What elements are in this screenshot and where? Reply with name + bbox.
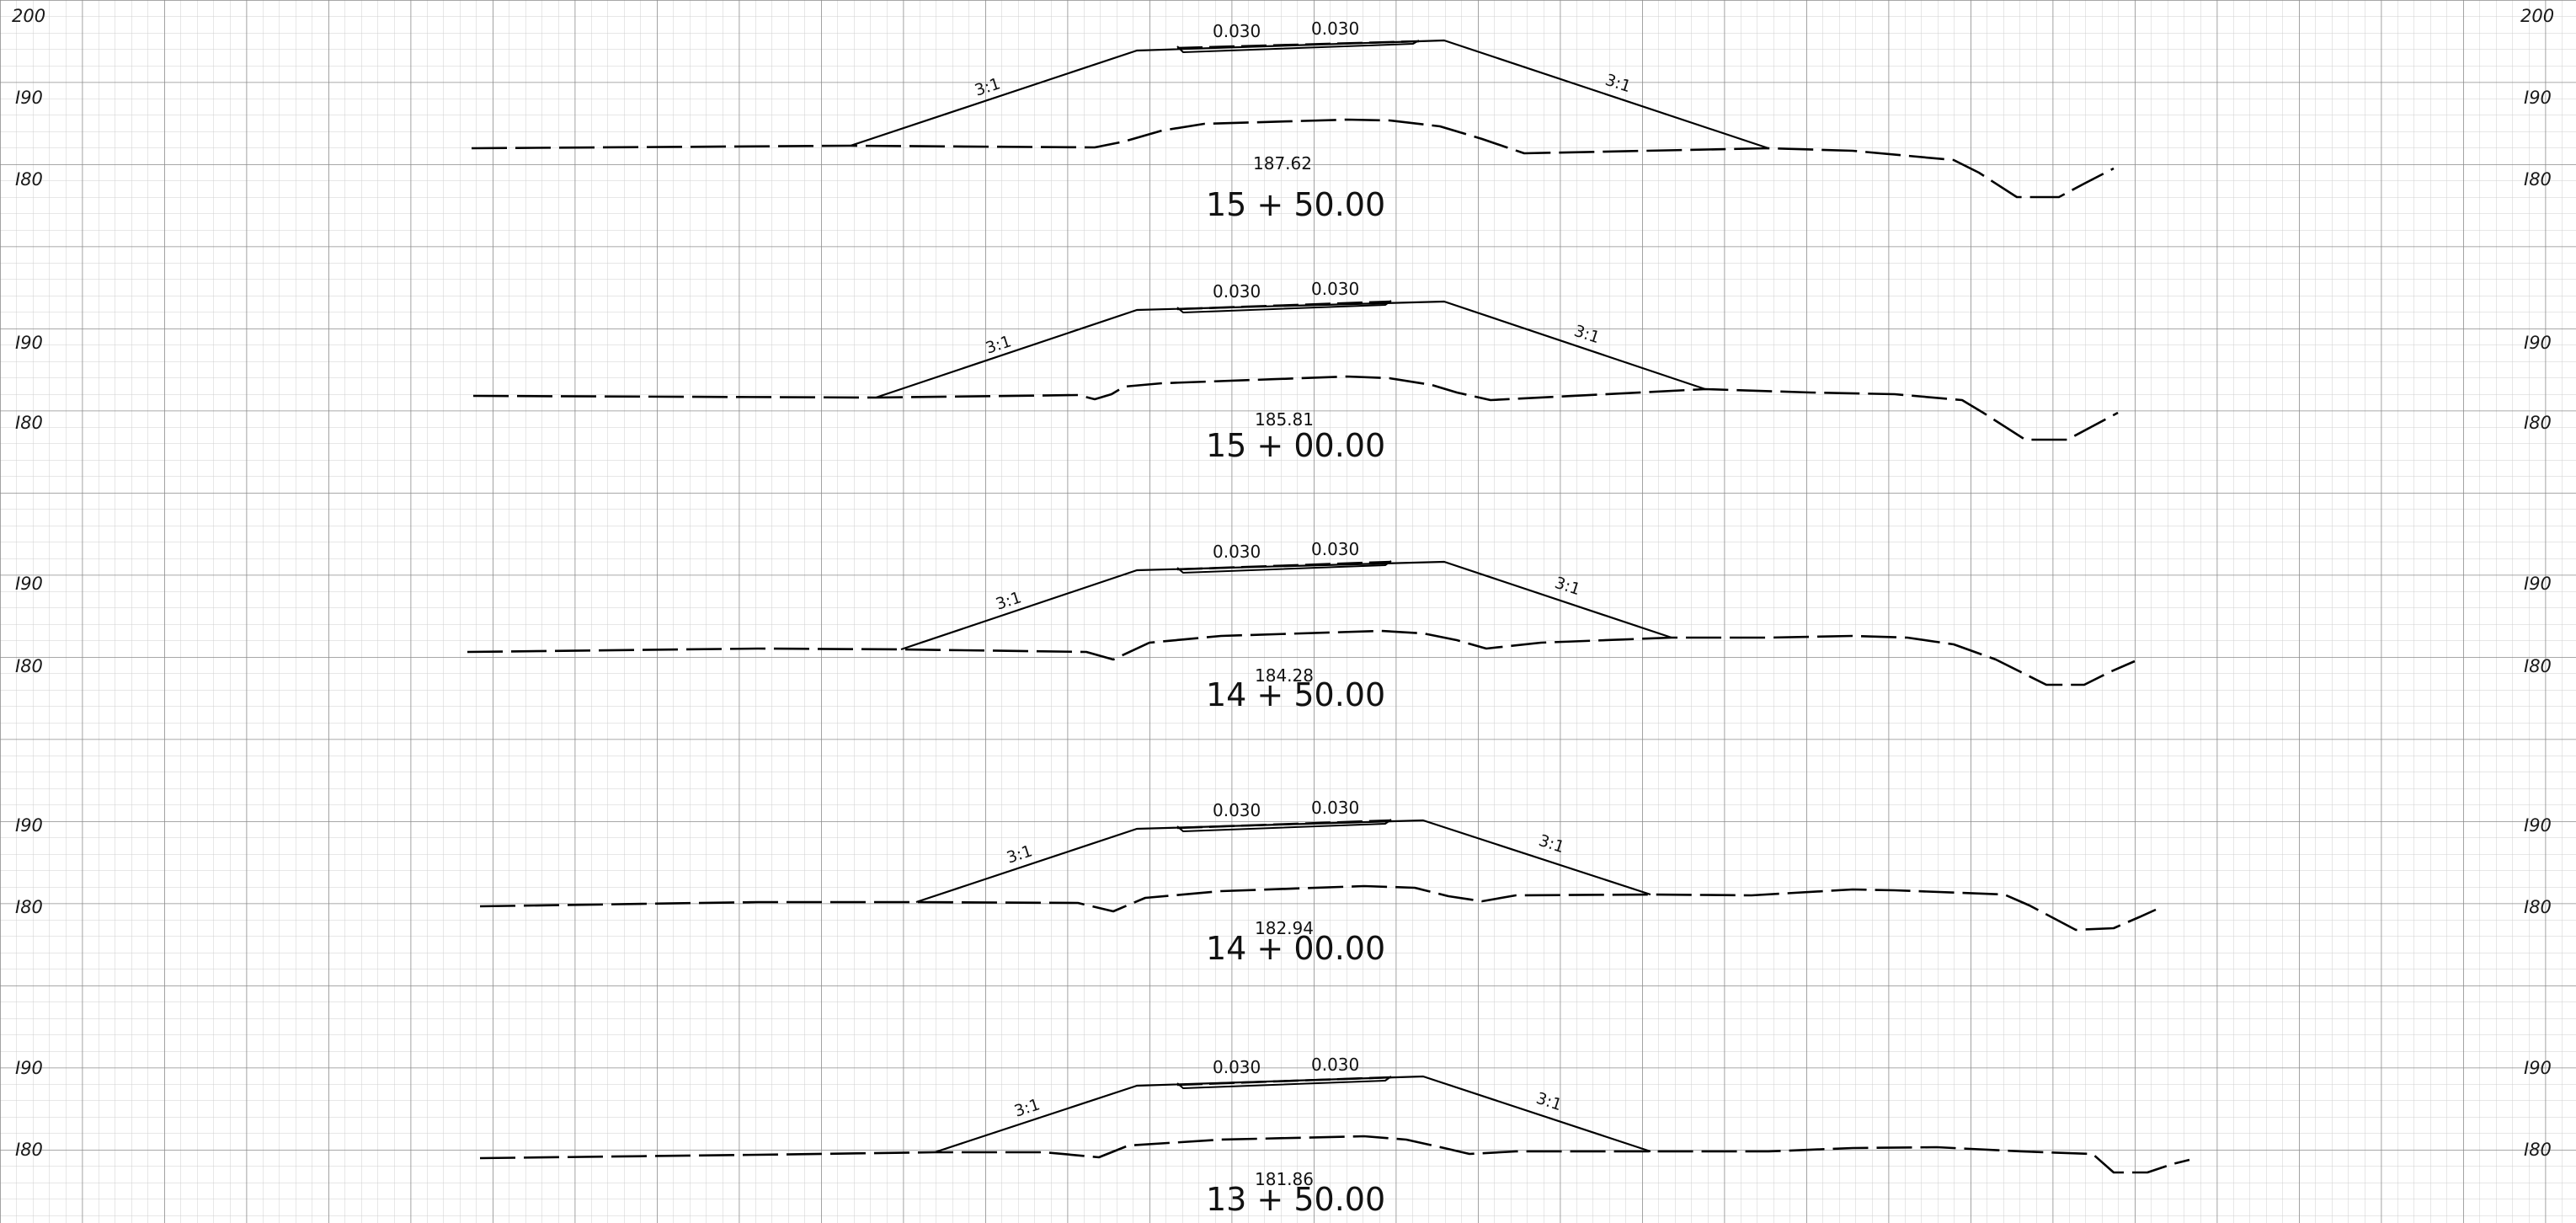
pavement-surface [1176,560,1392,571]
elevation-label: 181.86 [1255,1169,1314,1189]
section-14-00: I90 I80 I90 I80 3:1 3:1 0.030 0.030 182.… [15,798,2552,967]
section-13-50: I90 I80 I90 I80 3:1 3:1 0.030 0.030 181.… [15,1055,2552,1218]
left-elev-180: I80 [15,413,43,433]
elevation-label: 184.28 [1255,665,1314,686]
right-elev-190: I90 [2524,88,2552,108]
right-elev-180: I80 [2524,413,2552,433]
left-elev-190: I90 [15,1058,43,1078]
left-elev-180: I80 [15,897,43,917]
station-label: 15 + 00.00 [1206,427,1385,464]
grade-label-left: 0.030 [1213,281,1261,302]
existing-ground [479,884,2157,932]
grade-label-right: 0.030 [1311,19,1359,39]
grade-label-right: 0.030 [1311,798,1359,818]
pavement-surface [1176,300,1392,311]
left-elev-180: I80 [15,169,43,190]
left-elev-190: I90 [15,333,43,353]
grade-label-right: 0.030 [1311,279,1359,299]
grade-label-left: 0.030 [1213,21,1261,41]
existing-ground [479,1135,2190,1174]
right-elev-190: I90 [2524,333,2552,353]
right-elev-200: 200 [2520,6,2554,26]
section-14-50: I90 I80 I90 I80 3:1 3:1 0.030 0.030 184.… [15,539,2552,713]
right-elev-180: I80 [2524,897,2552,917]
station-label: 14 + 00.00 [1206,930,1385,967]
grade-label-right: 0.030 [1311,539,1359,559]
elevation-label: 187.62 [1253,153,1312,174]
grade-label-right: 0.030 [1311,1055,1359,1075]
left-elev-190: I90 [15,815,43,836]
right-elev-190: I90 [2524,815,2552,836]
right-elev-180: I80 [2524,1140,2552,1160]
existing-ground [472,375,2119,441]
pavement-surface [1176,819,1392,830]
left-elev-190: I90 [15,574,43,594]
section-15-00: I90 I80 I90 I80 3:1 3:1 0.030 0.030 185.… [15,279,2552,464]
left-elev-190: I90 [15,88,43,108]
pavement-surface [1176,40,1420,50]
left-elev-200: 200 [12,6,45,26]
station-label: 14 + 50.00 [1206,676,1385,713]
right-elev-190: I90 [2524,1058,2552,1078]
elevation-label: 185.81 [1255,409,1314,430]
station-label: 15 + 50.00 [1206,186,1385,223]
grade-label-left: 0.030 [1213,1057,1261,1077]
station-label: 13 + 50.00 [1206,1181,1385,1218]
grade-label-left: 0.030 [1213,542,1261,562]
existing-ground [467,629,2136,686]
existing-ground [471,118,2115,199]
elevation-label: 182.94 [1255,918,1314,938]
pavement-surface [1176,1076,1392,1087]
left-elev-180: I80 [15,1140,43,1160]
right-elev-180: I80 [2524,656,2552,676]
grade-label-left: 0.030 [1213,800,1261,820]
right-elev-190: I90 [2524,574,2552,594]
section-15-50: 200 I90 I80 200 I90 I80 3:1 3:1 0.030 0.… [12,6,2554,223]
right-elev-180: I80 [2524,169,2552,190]
left-elev-180: I80 [15,656,43,676]
